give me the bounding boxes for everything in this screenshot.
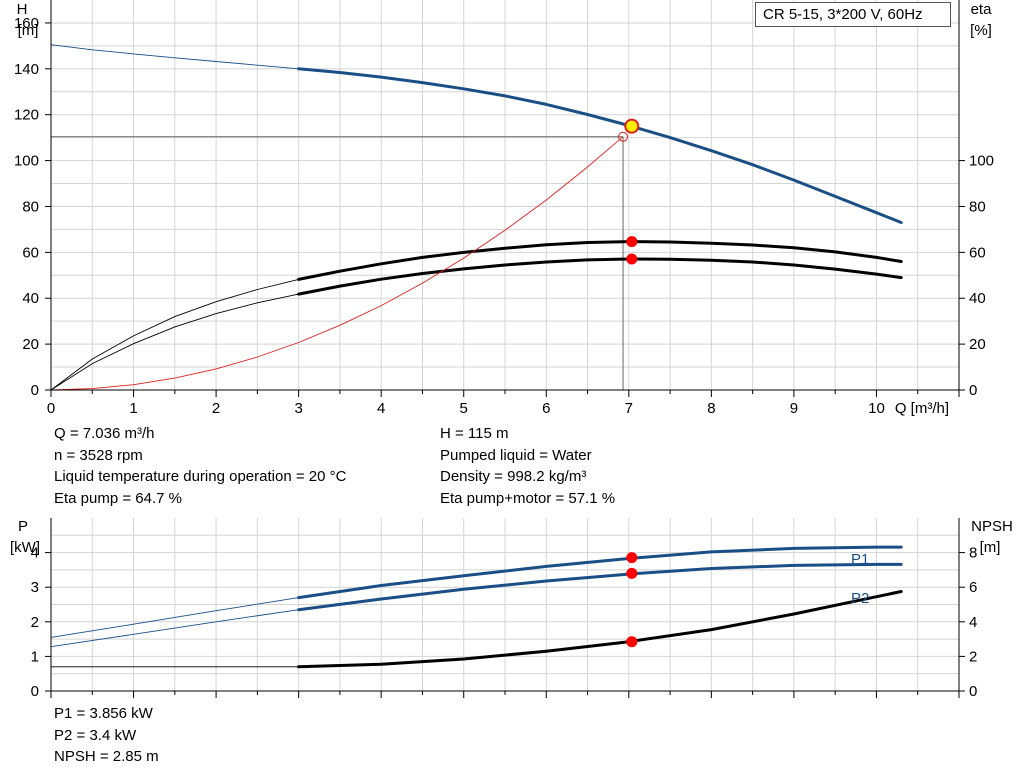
top-x-tick-label: 0 (47, 400, 55, 417)
series-H-extrapolated (50, 44, 299, 70)
series-label-p2: P2 (851, 590, 869, 607)
top-y-left-tick-label: 0 (31, 382, 39, 399)
top-y-left-tick-label: 20 (22, 336, 39, 353)
bottom-y-left-tick-label: 1 (31, 648, 39, 665)
series-H (297, 67, 903, 224)
power-info: P1 = 3.856 kW P2 = 3.4 kW NPSH = 2.85 m (54, 703, 159, 768)
eta-axis-unit: [%] (970, 22, 992, 39)
eta-axis-label: eta (971, 1, 993, 18)
top-y-left-tick-label: 80 (22, 198, 39, 215)
series-eta_pump_motor-extrapolated (50, 293, 299, 391)
top-x-tick-label: 4 (377, 400, 385, 417)
series-P1 (297, 545, 903, 600)
eta-total-readout: Eta pump+motor = 57.1 % (440, 489, 616, 507)
pump-title-box: CR 5-15, 3*200 V, 60Hz (755, 2, 951, 27)
top-x-tick-label: 8 (707, 400, 715, 417)
top-x-tick-label: 6 (542, 400, 550, 417)
top-y-right-tick-label: 40 (969, 290, 986, 307)
top-x-tick-label: 7 (625, 400, 633, 417)
top-x-tick-label: 5 (460, 400, 468, 417)
series-system_curve (50, 136, 624, 391)
h-axis-unit: [m] (18, 22, 39, 39)
p-axis-unit: [kW] (10, 539, 40, 556)
bottom-y-right-tick-label: 4 (969, 614, 977, 631)
top-y-right-tick-label: 0 (969, 382, 977, 399)
point-eta_pump (626, 236, 638, 248)
series-label-p1: P1 (851, 551, 869, 568)
p1-readout: P1 = 3.856 kW (54, 705, 153, 722)
liquid-readout: Pumped liquid = Water (440, 446, 592, 464)
duty-info-left: Q = 7.036 m³/h n = 3528 rpm Liquid tempe… (54, 423, 346, 509)
top-x-tick-label: 2 (212, 400, 220, 417)
density-readout: Density = 998.2 kg/m³ (440, 468, 587, 485)
bottom-y-left-tick-label: 3 (31, 579, 39, 596)
series-P1-extrapolated (50, 597, 299, 638)
top-y-left-tick-label: 60 (22, 244, 39, 261)
p-axis-label: P (18, 518, 28, 535)
npsh-axis-label: NPSH (971, 518, 1013, 535)
bottom-chart-operating-points (626, 552, 638, 648)
top-x-tick-label: 3 (294, 400, 302, 417)
head-readout: H = 115 m (440, 425, 509, 442)
duty-info-right: H = 115 m Pumped liquid = Water Density … (440, 423, 615, 509)
bottom-chart-grid (51, 518, 959, 691)
top-x-tick-label: 9 (790, 400, 798, 417)
top-y-left-tick-label: 140 (14, 61, 39, 78)
top-x-tick-label: 1 (129, 400, 137, 417)
flow-readout: Q = 7.036 m³/h (54, 425, 155, 442)
series-NPSH (297, 590, 903, 669)
h-axis-label: H (17, 1, 28, 18)
top-chart-axes: 0 1 2 3 4 5 6 7 8 9 100204060801001201401600204060… (14, 0, 994, 417)
top-y-left-tick-label: 100 (14, 153, 39, 170)
bottom-chart-series (50, 545, 903, 669)
series-eta_pump-extrapolated (50, 278, 299, 391)
bottom-y-left-tick-label: 2 (31, 614, 39, 631)
temperature-readout: Liquid temperature during operation = 20… (54, 468, 347, 485)
series-P2-extrapolated (50, 609, 299, 648)
top-y-right-tick-label: 60 (969, 244, 986, 261)
top-y-left-tick-label: 120 (14, 107, 39, 124)
bottom-y-right-tick-label: 6 (969, 579, 977, 596)
bottom-y-left-tick-label: 0 (31, 683, 39, 700)
top-chart-operating-points (618, 118, 640, 265)
bottom-y-left-tick-label: 4 (31, 545, 39, 562)
q-axis-label: Q [m³/h] (895, 400, 949, 417)
bottom-chart-axes: 0 1 2 3 4 0 2 4 6 8 (31, 518, 977, 700)
top-y-right-tick-label: 80 (969, 198, 986, 215)
bottom-y-right-tick-label: 0 (969, 683, 977, 700)
point-P1 (626, 552, 638, 564)
point-P2 (626, 567, 638, 579)
speed-readout: n = 3528 rpm (54, 446, 143, 464)
point-H (624, 118, 640, 134)
point-system_curve (618, 131, 629, 142)
series-eta_pump_motor (297, 257, 903, 296)
point-NPSH (626, 636, 638, 648)
top-chart-series (50, 44, 903, 391)
bottom-y-right-tick-label: 8 (969, 545, 977, 562)
series-eta_pump (297, 240, 903, 281)
top-y-right-tick-label: 20 (969, 336, 986, 353)
top-y-left-tick-label: 40 (22, 290, 39, 307)
top-y-right-tick-label: 100 (969, 153, 994, 170)
bottom-y-right-tick-label: 2 (969, 648, 977, 665)
npsh-axis-unit: [m] (980, 539, 1001, 556)
top-y-left-tick-label: 160 (14, 15, 39, 32)
npsh-readout: NPSH = 2.85 m (54, 748, 159, 765)
p2-readout: P2 = 3.4 kW (54, 726, 137, 744)
top-x-tick-label: 10 (868, 400, 885, 417)
top-chart-grid (51, 0, 959, 390)
eta-pump-readout: Eta pump = 64.7 % (54, 489, 182, 507)
point-eta_pump_motor (626, 253, 638, 265)
